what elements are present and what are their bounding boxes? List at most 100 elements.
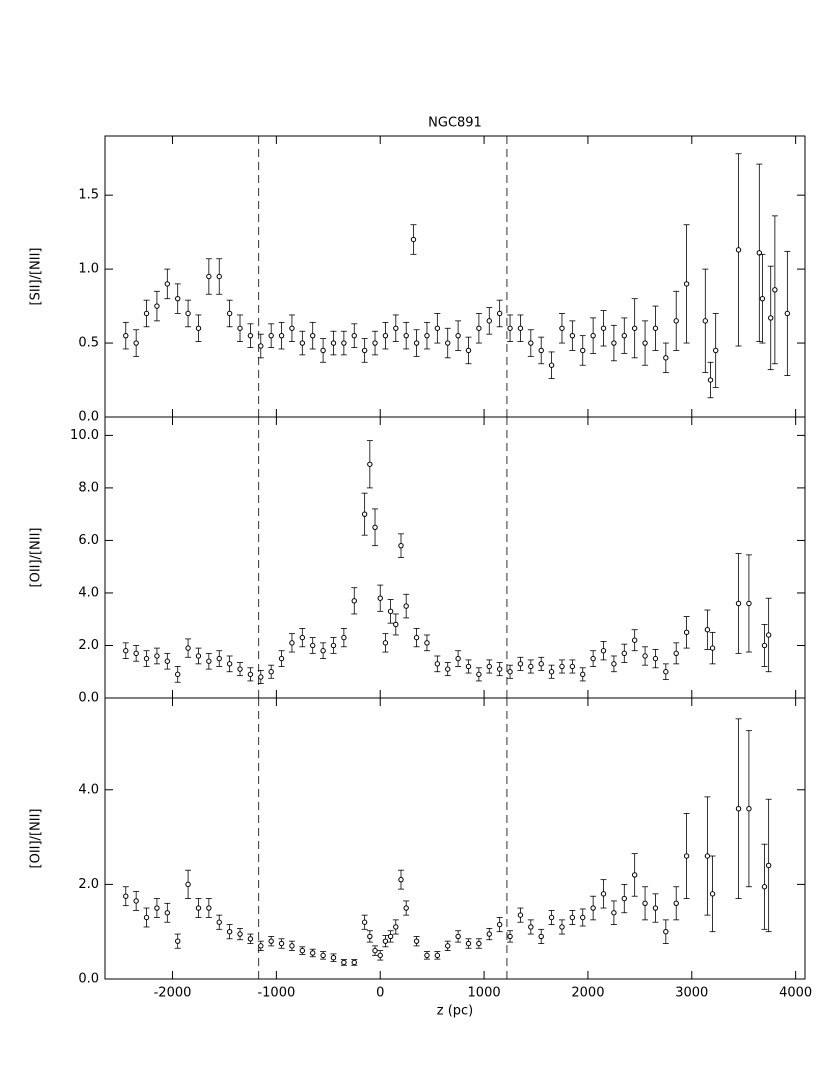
y-tick-label: 2.0 [78, 638, 99, 653]
point [631, 325, 638, 331]
point [673, 900, 679, 907]
point [486, 931, 492, 937]
point [361, 511, 368, 517]
point [642, 900, 648, 907]
point [351, 598, 357, 604]
point [351, 332, 357, 339]
point [465, 663, 472, 670]
point [761, 884, 768, 890]
point [631, 637, 638, 643]
point [759, 295, 766, 302]
point [611, 910, 617, 916]
point [517, 325, 524, 331]
y-tick-label: 2.0 [78, 877, 99, 892]
point [216, 655, 222, 662]
point [195, 653, 202, 659]
point [341, 959, 347, 966]
point [237, 931, 243, 937]
point [382, 938, 389, 944]
point [631, 872, 638, 878]
x-axis-label: z (pc) [437, 1004, 474, 1019]
point [600, 648, 607, 654]
point [351, 959, 357, 966]
point [496, 310, 503, 317]
point [642, 340, 648, 346]
point [310, 642, 316, 649]
point [652, 325, 659, 331]
point [569, 332, 576, 339]
point [559, 325, 565, 331]
point [434, 661, 441, 667]
point [299, 340, 306, 346]
point [237, 325, 243, 331]
chart-title: NGC891 [428, 116, 482, 131]
point [299, 634, 306, 641]
point [361, 919, 368, 925]
point [517, 912, 524, 918]
point [310, 950, 316, 956]
point [424, 640, 430, 646]
point [377, 952, 383, 959]
point [465, 347, 472, 354]
point [413, 938, 420, 944]
point [258, 343, 264, 349]
point [410, 236, 417, 243]
point [424, 332, 430, 339]
point [320, 952, 326, 959]
point [683, 281, 690, 287]
point [330, 340, 337, 346]
point [735, 247, 742, 253]
point [709, 645, 716, 651]
point [455, 655, 461, 662]
point [133, 340, 139, 346]
point [507, 669, 513, 675]
point [247, 332, 254, 339]
point [517, 661, 524, 667]
point [268, 669, 274, 675]
point [226, 661, 233, 667]
point [476, 671, 482, 678]
point [683, 853, 690, 859]
point [559, 663, 565, 670]
point [268, 938, 274, 944]
y-tick-label: 4.0 [78, 585, 99, 600]
y-tick-label: 8.0 [78, 480, 99, 495]
point [185, 310, 191, 317]
point [382, 640, 389, 646]
point [621, 895, 627, 902]
point [559, 924, 565, 930]
point [289, 325, 295, 331]
point [216, 273, 222, 280]
point [403, 332, 409, 339]
point [299, 947, 306, 954]
point [528, 924, 534, 930]
point [341, 340, 347, 346]
point [413, 634, 420, 641]
point [486, 318, 492, 324]
point [528, 663, 534, 670]
point [398, 876, 404, 883]
x-tick-label: 2000 [571, 986, 604, 1001]
point [403, 905, 409, 911]
point [538, 347, 544, 354]
point [784, 310, 791, 317]
x-tick-label: 0 [376, 986, 384, 1001]
y-tick-label: 0.0 [78, 410, 99, 425]
point [268, 332, 274, 339]
point [289, 640, 295, 646]
point [445, 340, 451, 346]
point [330, 642, 337, 649]
point [367, 933, 373, 940]
point [548, 914, 555, 921]
point [709, 891, 716, 897]
point [712, 347, 719, 354]
point [548, 669, 555, 675]
point [216, 919, 222, 925]
point [393, 924, 399, 930]
y-tick-label: 10.0 [70, 428, 99, 443]
y-tick-label: 0.0 [78, 972, 99, 987]
point [746, 600, 752, 607]
plot-frame [104, 697, 806, 980]
point [123, 332, 129, 339]
y-tick-label: 1.0 [78, 262, 99, 277]
